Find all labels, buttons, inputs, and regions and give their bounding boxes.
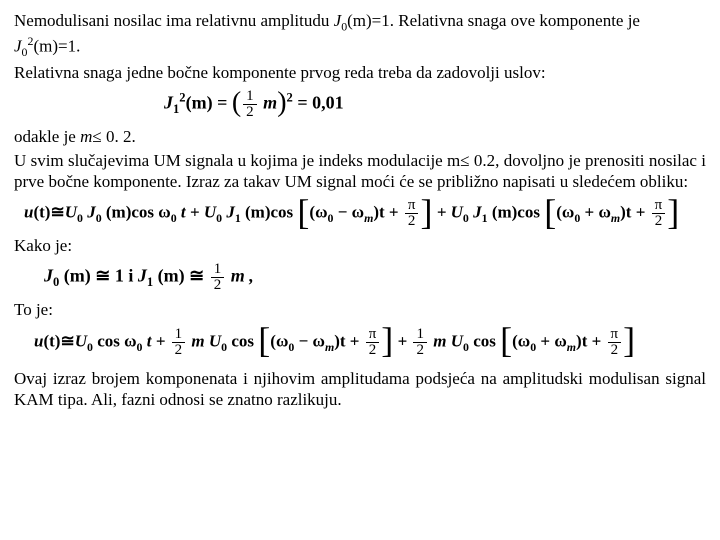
- text: + U: [432, 203, 462, 222]
- text: )t +: [576, 331, 606, 350]
- text: To je:: [14, 300, 53, 319]
- text: (m) =: [186, 93, 232, 113]
- text: Relativna snaga jedne bočne komponente p…: [14, 63, 546, 82]
- numerator: π: [652, 198, 666, 214]
- equation-4: u(t)≅U0 cos ω0 t + 12 m U0 cos [(ω0 − ωm…: [34, 327, 706, 358]
- text: +: [393, 331, 411, 350]
- paragraph-2: Relativna snaga jedne bočne komponente p…: [14, 62, 706, 83]
- sub-m: m: [325, 339, 334, 353]
- text: Kako je:: [14, 236, 72, 255]
- denominator: 2: [366, 343, 380, 358]
- cos-text: cos: [227, 331, 258, 350]
- denominator: 2: [243, 105, 257, 120]
- text: U svim slučajevima UM signala u kojima j…: [14, 151, 706, 191]
- paragraph-3: odakle je m≤ 0. 2.: [14, 126, 706, 147]
- text: (t): [43, 331, 60, 350]
- fraction: π2: [652, 198, 666, 229]
- denominator: 2: [405, 214, 419, 229]
- fraction: 12: [172, 327, 186, 358]
- numerator: 1: [172, 327, 186, 343]
- fraction: 12: [243, 89, 257, 120]
- var-J: J: [14, 37, 22, 56]
- text: (m): [102, 203, 132, 222]
- text: m ,: [226, 266, 254, 286]
- text: )t +: [620, 203, 650, 222]
- text: )t +: [334, 331, 364, 350]
- equation-2: u(t)≅U0 J0 (m)cos ω0 t + U0 J1 (m)cos [(…: [24, 198, 706, 229]
- var-m: m: [259, 93, 278, 113]
- cos-text: cos ω: [93, 331, 137, 350]
- text: − ω: [333, 203, 364, 222]
- paragraph-4: U svim slučajevima UM signala u kojima j…: [14, 150, 706, 193]
- fraction: π2: [608, 327, 622, 358]
- text: (ω: [512, 331, 530, 350]
- text: odakle je: [14, 127, 80, 146]
- text: m U: [187, 331, 221, 350]
- denominator: 2: [172, 343, 186, 358]
- approx: ≅: [60, 331, 74, 350]
- var-m: m: [80, 127, 92, 146]
- numerator: π: [366, 327, 380, 343]
- fraction: π2: [405, 198, 419, 229]
- paragraph-5: Kako je:: [14, 235, 706, 256]
- text: (m): [488, 203, 518, 222]
- text: (ω: [556, 203, 574, 222]
- sub-m: m: [364, 211, 373, 225]
- text: = 0,01: [293, 93, 344, 113]
- equation-1: J12(m) = (12 m)2 = 0,01: [164, 89, 706, 120]
- text: Ovaj izraz brojem komponenata i njihovim…: [14, 369, 706, 409]
- numerator: 1: [243, 89, 257, 105]
- text: )t +: [373, 203, 403, 222]
- cos: cos ω: [131, 203, 170, 222]
- denominator: 2: [413, 343, 427, 358]
- paragraph-7: Ovaj izraz brojem komponenata i njihovim…: [14, 368, 706, 411]
- text: (m)=1. Relativna snaga ove komponente je: [347, 11, 640, 30]
- text: (m): [241, 203, 271, 222]
- approx: ≅: [50, 203, 64, 222]
- text: Nemodulisani nosilac ima relativnu ampli…: [14, 11, 334, 30]
- var-U: U: [75, 331, 87, 350]
- var-U: U: [65, 203, 77, 222]
- var-J: J: [164, 93, 173, 113]
- sub-m: m: [611, 211, 620, 225]
- numerator: 1: [413, 327, 427, 343]
- sub-m: m: [567, 339, 576, 353]
- text: + ω: [580, 203, 611, 222]
- cos-text: cos: [517, 203, 544, 222]
- denominator: 2: [608, 343, 622, 358]
- text: (ω: [309, 203, 327, 222]
- var-J: J: [222, 203, 235, 222]
- text: (m) ≅: [153, 266, 209, 286]
- fraction: 12: [211, 262, 225, 293]
- cos-text: cos: [469, 331, 500, 350]
- var-J: J: [469, 203, 482, 222]
- text: m U: [429, 331, 463, 350]
- fraction: 12: [413, 327, 427, 358]
- text: (m)=1.: [33, 37, 80, 56]
- text: (ω: [270, 331, 288, 350]
- equation-3: J0 (m) ≅ 1 i J1 (m) ≅ 12 m ,: [44, 262, 706, 293]
- fraction: π2: [366, 327, 380, 358]
- var-J: J: [138, 266, 147, 286]
- numerator: π: [608, 327, 622, 343]
- cos-text: cos: [271, 203, 298, 222]
- text: + ω: [536, 331, 567, 350]
- numerator: π: [405, 198, 419, 214]
- denominator: 2: [652, 214, 666, 229]
- var-J: J: [44, 266, 53, 286]
- text: t + U: [177, 203, 216, 222]
- text: t +: [142, 331, 169, 350]
- var-J: J: [83, 203, 96, 222]
- paragraph-1: Nemodulisani nosilac ima relativnu ampli…: [14, 10, 706, 60]
- paragraph-6: To je:: [14, 299, 706, 320]
- numerator: 1: [211, 262, 225, 278]
- text: (m) ≅ 1 i: [59, 266, 138, 286]
- text: ≤ 0. 2.: [92, 127, 135, 146]
- text: − ω: [294, 331, 325, 350]
- text: (t): [33, 203, 50, 222]
- denominator: 2: [211, 278, 225, 293]
